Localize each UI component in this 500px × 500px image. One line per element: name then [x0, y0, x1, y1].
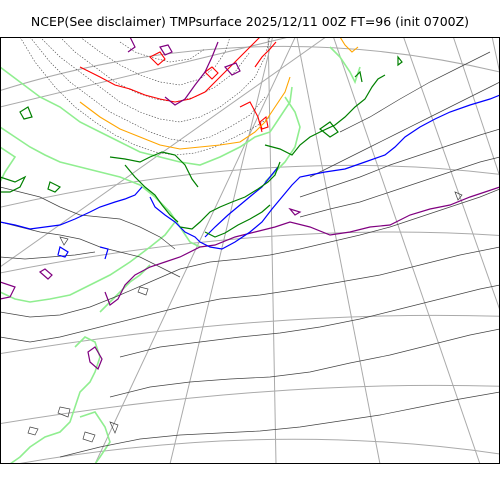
contours-orange [79, 37, 359, 150]
contours-small-cells [27, 191, 463, 443]
contours-gray [0, 51, 500, 458]
contours-gray-dashed [19, 37, 271, 156]
map-title: NCEP(See disclaimer) TMPsurface 2025/12/… [30, 14, 470, 29]
map-panel [0, 37, 500, 464]
contours-blue [0, 94, 500, 260]
contours-green [0, 55, 403, 238]
graticule-latitudes [0, 45, 500, 464]
contours-purple [0, 37, 500, 371]
